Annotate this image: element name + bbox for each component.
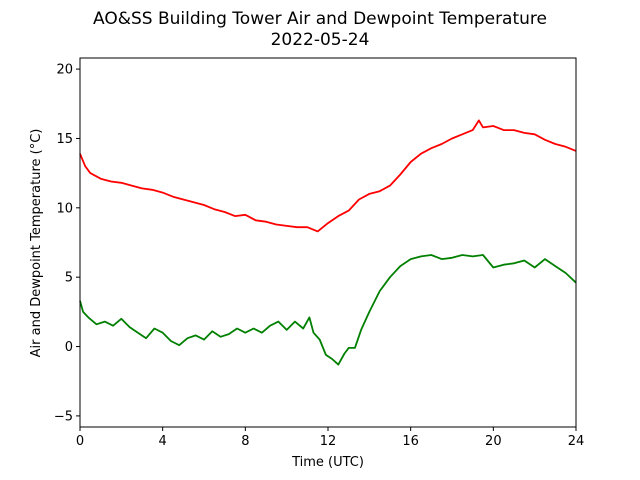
y-tick-label: 5 — [65, 271, 73, 286]
y-axis: −5 0 5 10 15 20 — [54, 63, 80, 424]
chart-title: AO&SS Building Tower Air and Dewpoint Te… — [93, 9, 547, 29]
chart-subtitle: 2022-05-24 — [271, 30, 370, 50]
series-layer — [79, 119, 577, 366]
y-tick-label: 15 — [56, 132, 73, 147]
x-tick-label: 20 — [485, 434, 502, 449]
y-tick-label: 20 — [56, 63, 73, 78]
x-tick-label: 4 — [159, 434, 167, 449]
y-tick-label: −5 — [54, 409, 73, 424]
series-line-1 — [79, 119, 577, 233]
y-tick-label: 0 — [65, 340, 73, 355]
x-axis: 0 4 8 12 16 20 24 — [76, 427, 584, 449]
x-tick-label: 8 — [241, 434, 249, 449]
x-tick-label: 16 — [402, 434, 419, 449]
x-tick-label: 0 — [76, 434, 84, 449]
x-tick-label: 12 — [320, 434, 337, 449]
x-axis-label: Time (UTC) — [291, 455, 364, 470]
y-axis-label: Air and Dewpoint Temperature (°C) — [29, 129, 44, 358]
x-tick-label: 24 — [568, 434, 585, 449]
series-line-2 — [79, 254, 577, 366]
y-tick-label: 10 — [56, 201, 73, 216]
